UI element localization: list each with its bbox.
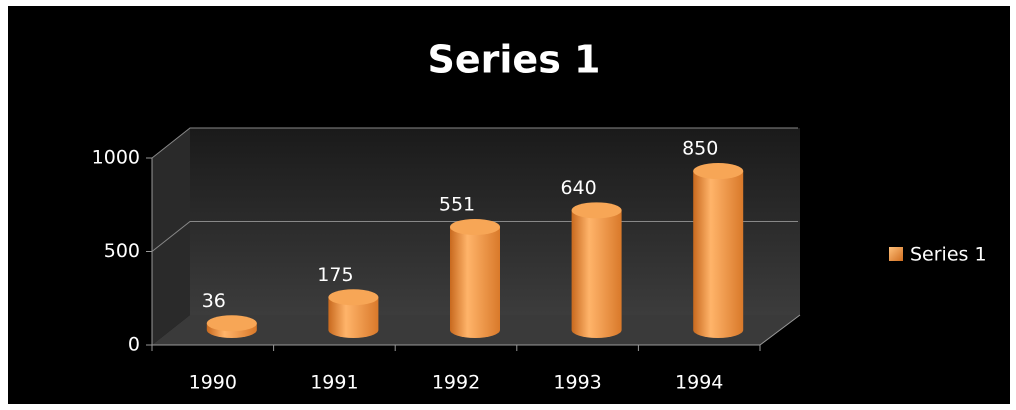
x-tick-label: 1992 — [432, 372, 480, 394]
grid-line — [151, 127, 798, 159]
value-label: 175 — [317, 264, 353, 286]
cylinder-top — [571, 202, 622, 219]
cylinder-top — [450, 218, 500, 235]
y-tick-label: 1000 — [92, 147, 140, 169]
cylinder-top — [693, 163, 744, 180]
value-label: 551 — [439, 193, 475, 215]
floor-edge — [759, 314, 801, 346]
x-tick-label: 1990 — [189, 372, 237, 394]
y-tick-label: 500 — [104, 240, 140, 262]
x-tick-label: 1993 — [553, 372, 601, 394]
value-label: 850 — [682, 138, 718, 160]
cylinder-body — [693, 171, 744, 338]
cylinder-body — [571, 210, 622, 338]
x-tick-label: 1994 — [675, 372, 723, 394]
y-tick-label: 0 — [128, 334, 140, 356]
cylinder-body — [328, 297, 379, 338]
legend-swatch — [889, 247, 903, 261]
cylinder-body — [450, 226, 500, 338]
legend-label: Series 1 — [910, 244, 987, 266]
value-label: 36 — [202, 290, 226, 312]
cylinder-top — [328, 289, 379, 306]
chart-title: Series 1 — [428, 38, 601, 82]
value-label: 640 — [560, 177, 596, 199]
cylinder-top — [206, 315, 257, 332]
x-tick-label: 1991 — [310, 372, 358, 394]
